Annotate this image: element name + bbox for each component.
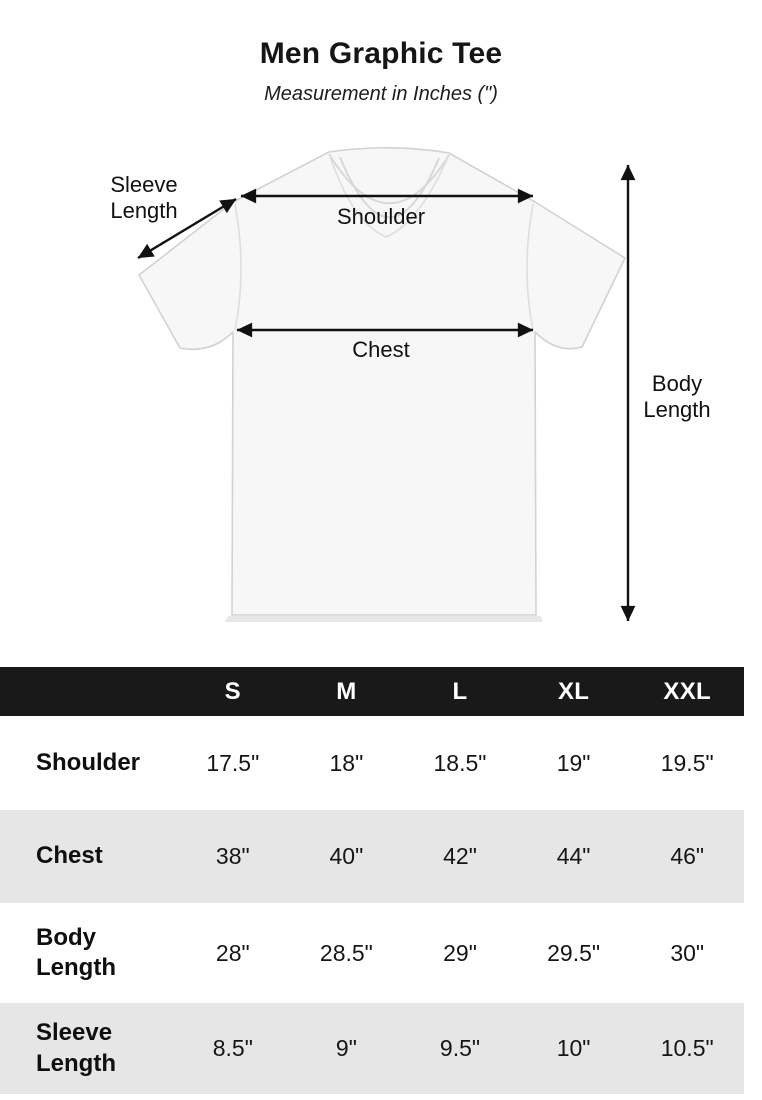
svg-text:Length: Length [643,397,710,422]
svg-text:Sleeve: Sleeve [110,172,177,197]
row-label: Sleeve Length [36,1019,116,1077]
col-header-xxl: XXL [663,677,711,705]
cell-shoulder-xxl: 19.5" [660,749,714,776]
col-header-s: S [224,677,241,705]
cell-body-length-m: 28.5" [319,939,373,966]
cell-shoulder-l: 18.5" [433,749,487,776]
row-label: Body Length [36,923,116,981]
cell-sleeve-length-xxl: 10.5" [660,1035,714,1061]
table-row-sleeve-length: Sleeve Length 8.5" 9" 9.5" 10" 10.5" [0,1003,744,1094]
tshirt-graphic [138,146,626,616]
chest-label: Chest [352,337,409,362]
cell-shoulder-xl: 19" [556,749,591,776]
cell-chest-xxl: 46" [670,843,705,869]
row-label: Chest [36,842,103,870]
cell-sleeve-length-l: 9.5" [439,1035,481,1061]
table-row-body-length: Body Length 28" 28.5" 29" 29.5" 30" [0,903,744,1003]
col-header-l: L [452,677,468,705]
size-table: S M L XL XXL Shoulder 17.5" 18" 18.5" 19… [0,667,762,1094]
cell-chest-m: 40" [329,843,364,869]
svg-text:Length: Length [110,198,177,223]
table-row-chest: Chest 38" 40" 42" 44" 46" [0,810,744,903]
row-label: Shoulder [36,748,141,776]
page-title: Men Graphic Tee [259,37,503,70]
tshirt-hem-shadow [225,616,543,622]
shoulder-label: Shoulder [337,204,425,229]
col-header-xl: XL [557,677,590,705]
cell-body-length-xl: 29.5" [547,939,601,966]
col-header-m: M [336,677,357,705]
cell-body-length-l: 29" [443,939,477,966]
cell-chest-xl: 44" [556,843,591,869]
tshirt-measurement-diagram: Shoulder Chest Sleeve Length Body Length [110,146,711,622]
page-subtitle: Measurement in Inches (") [264,83,498,105]
cell-chest-s: 38" [215,843,250,869]
size-table-header-row: S M L XL XXL [0,667,744,716]
cell-sleeve-length-s: 8.5" [212,1035,253,1061]
table-row-shoulder: Shoulder 17.5" 18" 18.5" 19" 19.5" [0,716,744,810]
cell-body-length-s: 28" [215,939,250,966]
sleeve-length-label: Sleeve Length [110,172,177,223]
svg-text:Body: Body [652,371,702,396]
cell-shoulder-s: 17.5" [206,749,260,776]
cell-sleeve-length-xl: 10" [556,1035,591,1061]
cell-chest-l: 42" [443,843,477,869]
sleeve-length-measure-arrow [137,197,237,260]
armhole-seams [234,203,534,331]
body-length-label: Body Length [643,371,710,422]
cell-body-length-xxl: 30" [670,939,705,966]
cell-shoulder-m: 18" [329,749,364,776]
cell-sleeve-length-m: 9" [335,1035,357,1061]
